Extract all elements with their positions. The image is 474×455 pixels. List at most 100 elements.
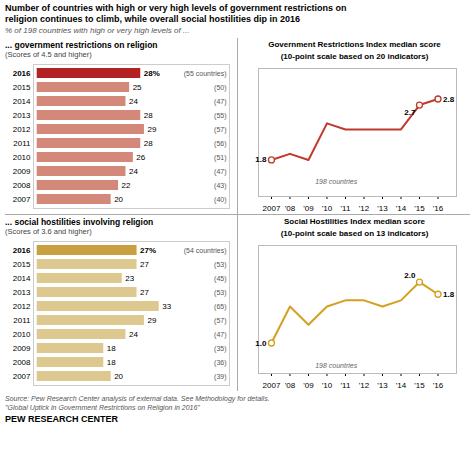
svg-text:20: 20 — [114, 195, 123, 204]
svg-text:198 countries: 198 countries — [315, 362, 358, 369]
svg-text:20: 20 — [114, 372, 123, 381]
svg-text:'11: '11 — [341, 381, 351, 390]
svg-text:1.0: 1.0 — [255, 339, 267, 348]
svg-text:(53): (53) — [214, 289, 226, 297]
svg-text:1.8: 1.8 — [255, 155, 267, 164]
svg-text:(47): (47) — [214, 98, 226, 106]
svg-text:2.0: 2.0 — [404, 271, 416, 280]
svg-text:2012: 2012 — [13, 125, 31, 134]
svg-text:(39): (39) — [214, 373, 226, 381]
svg-text:2012: 2012 — [13, 302, 31, 311]
svg-text:2016: 2016 — [13, 246, 31, 255]
svg-text:(65): (65) — [214, 303, 226, 311]
svg-text:(51): (51) — [214, 154, 226, 162]
svg-text:2010: 2010 — [13, 153, 31, 162]
svg-text:2.7: 2.7 — [404, 108, 416, 117]
svg-text:'12: '12 — [359, 381, 370, 390]
svg-text:2013: 2013 — [13, 111, 31, 120]
svg-text:'14: '14 — [396, 204, 407, 213]
svg-text:(40): (40) — [214, 196, 226, 204]
svg-text:2007: 2007 — [13, 372, 31, 381]
svg-text:27: 27 — [140, 260, 149, 269]
svg-text:2.8: 2.8 — [443, 95, 455, 104]
html-text:PEW RESEARCH CENTER: PEW RESEARCH CENTER — [5, 414, 118, 424]
svg-text:2016: 2016 — [13, 69, 31, 78]
svg-text:'13: '13 — [377, 381, 388, 390]
svg-text:2011: 2011 — [13, 316, 31, 325]
html-text:... social hostilities involvi: ... social hostilities involving religio… — [5, 217, 154, 227]
svg-text:(54 countries): (54 countries) — [184, 247, 227, 255]
svg-text:2007: 2007 — [13, 195, 31, 204]
svg-text:(53): (53) — [214, 261, 226, 269]
svg-text:(57): (57) — [214, 317, 226, 325]
svg-text:(57): (57) — [214, 126, 226, 134]
html-text:religion continues to climb, w: religion continues to climb, while overa… — [5, 14, 301, 24]
html-text:(Scores of 4.5 and higher): (Scores of 4.5 and higher) — [5, 50, 92, 59]
svg-text:18: 18 — [107, 358, 116, 367]
svg-text:(43): (43) — [214, 182, 226, 190]
svg-text:28: 28 — [144, 111, 153, 120]
svg-text:2015: 2015 — [13, 260, 31, 269]
svg-text:1.8: 1.8 — [443, 290, 455, 299]
svg-text:'10: '10 — [322, 381, 333, 390]
svg-text:(36): (36) — [214, 359, 226, 367]
svg-text:28%: 28% — [144, 69, 160, 78]
svg-text:2009: 2009 — [13, 344, 31, 353]
svg-text:2008: 2008 — [13, 181, 31, 190]
svg-text:'15: '15 — [414, 204, 425, 213]
svg-text:2013: 2013 — [13, 288, 31, 297]
svg-text:(55): (55) — [214, 112, 226, 120]
svg-text:2008: 2008 — [13, 358, 31, 367]
svg-text:2011: 2011 — [13, 139, 31, 148]
svg-text:(35): (35) — [214, 345, 226, 353]
svg-text:24: 24 — [129, 167, 138, 176]
svg-text:'16: '16 — [433, 381, 444, 390]
html-text:Source: Pew Research Center an: Source: Pew Research Center analysis of … — [5, 395, 270, 411]
svg-text:25: 25 — [133, 83, 142, 92]
svg-text:'09: '09 — [303, 204, 314, 213]
svg-text:29: 29 — [147, 316, 156, 325]
svg-text:22: 22 — [122, 181, 131, 190]
svg-text:27: 27 — [140, 288, 149, 297]
svg-text:'13: '13 — [377, 204, 388, 213]
svg-text:(50): (50) — [214, 84, 226, 92]
html-text:... government restrictions on: ... government restrictions on religion — [5, 40, 158, 50]
svg-text:2015: 2015 — [13, 83, 31, 92]
svg-text:2014: 2014 — [13, 274, 31, 283]
svg-text:26: 26 — [136, 153, 145, 162]
svg-text:27%: 27% — [140, 246, 156, 255]
svg-text:2009: 2009 — [13, 167, 31, 176]
svg-text:'11: '11 — [341, 204, 351, 213]
svg-text:2007: 2007 — [263, 381, 281, 390]
svg-text:2014: 2014 — [13, 97, 31, 106]
html-text:% of 198 countries with high o: % of 198 countries with high or very hig… — [5, 26, 190, 35]
html-text:(10-point scale based on 20 in: (10-point scale based on 20 indicators) — [280, 52, 429, 61]
svg-text:24: 24 — [129, 97, 138, 106]
svg-text:28: 28 — [144, 139, 153, 148]
svg-text:(47): (47) — [214, 168, 226, 176]
svg-text:'14: '14 — [396, 381, 407, 390]
svg-text:(47): (47) — [214, 331, 226, 339]
html-text:Number of countries with high: Number of countries with high or very hi… — [5, 3, 347, 13]
svg-text:33: 33 — [162, 302, 171, 311]
svg-text:'12: '12 — [359, 204, 370, 213]
svg-text:'09: '09 — [303, 381, 314, 390]
svg-text:'08: '08 — [285, 204, 296, 213]
svg-text:29: 29 — [147, 125, 156, 134]
svg-text:(55 countries): (55 countries) — [184, 70, 227, 78]
svg-text:198 countries: 198 countries — [315, 178, 358, 185]
svg-text:18: 18 — [107, 344, 116, 353]
html-text:Government Restrictions Index: Government Restrictions Index median sco… — [268, 40, 441, 49]
svg-text:(45): (45) — [214, 275, 226, 283]
svg-text:'15: '15 — [414, 381, 425, 390]
svg-text:24: 24 — [129, 330, 138, 339]
svg-text:2010: 2010 — [13, 330, 31, 339]
svg-text:2007: 2007 — [263, 204, 281, 213]
svg-text:'16: '16 — [433, 204, 444, 213]
svg-text:'08: '08 — [285, 381, 296, 390]
svg-text:(56): (56) — [214, 140, 226, 148]
html-text:Social Hostilities Index media: Social Hostilities Index median score — [284, 217, 425, 226]
svg-text:23: 23 — [125, 274, 134, 283]
svg-text:'10: '10 — [322, 204, 333, 213]
html-text:(Scores of 3.6 and higher): (Scores of 3.6 and higher) — [5, 227, 92, 236]
